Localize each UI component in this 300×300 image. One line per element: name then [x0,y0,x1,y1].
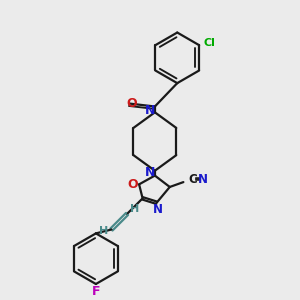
Text: O: O [127,178,138,191]
Text: F: F [92,285,100,298]
Text: H: H [130,204,140,214]
Text: N: N [145,166,155,179]
Text: C: C [189,173,197,186]
Text: H: H [99,226,108,236]
Text: O: O [126,97,137,110]
Text: N: N [145,104,155,117]
Text: N: N [198,173,208,186]
Text: N: N [153,203,163,216]
Text: Cl: Cl [203,38,215,48]
